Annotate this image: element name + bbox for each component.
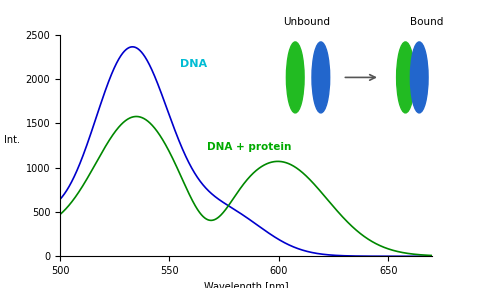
Text: Unbound: Unbound	[284, 17, 331, 26]
Ellipse shape	[287, 42, 304, 113]
Y-axis label: Int.: Int.	[4, 135, 20, 145]
Text: Bound: Bound	[410, 17, 444, 26]
Ellipse shape	[312, 42, 330, 113]
Text: DNA + protein: DNA + protein	[206, 142, 291, 152]
X-axis label: Wavelength [nm]: Wavelength [nm]	[204, 282, 288, 288]
Text: DNA: DNA	[180, 59, 207, 69]
Ellipse shape	[410, 42, 428, 113]
Ellipse shape	[396, 42, 414, 113]
